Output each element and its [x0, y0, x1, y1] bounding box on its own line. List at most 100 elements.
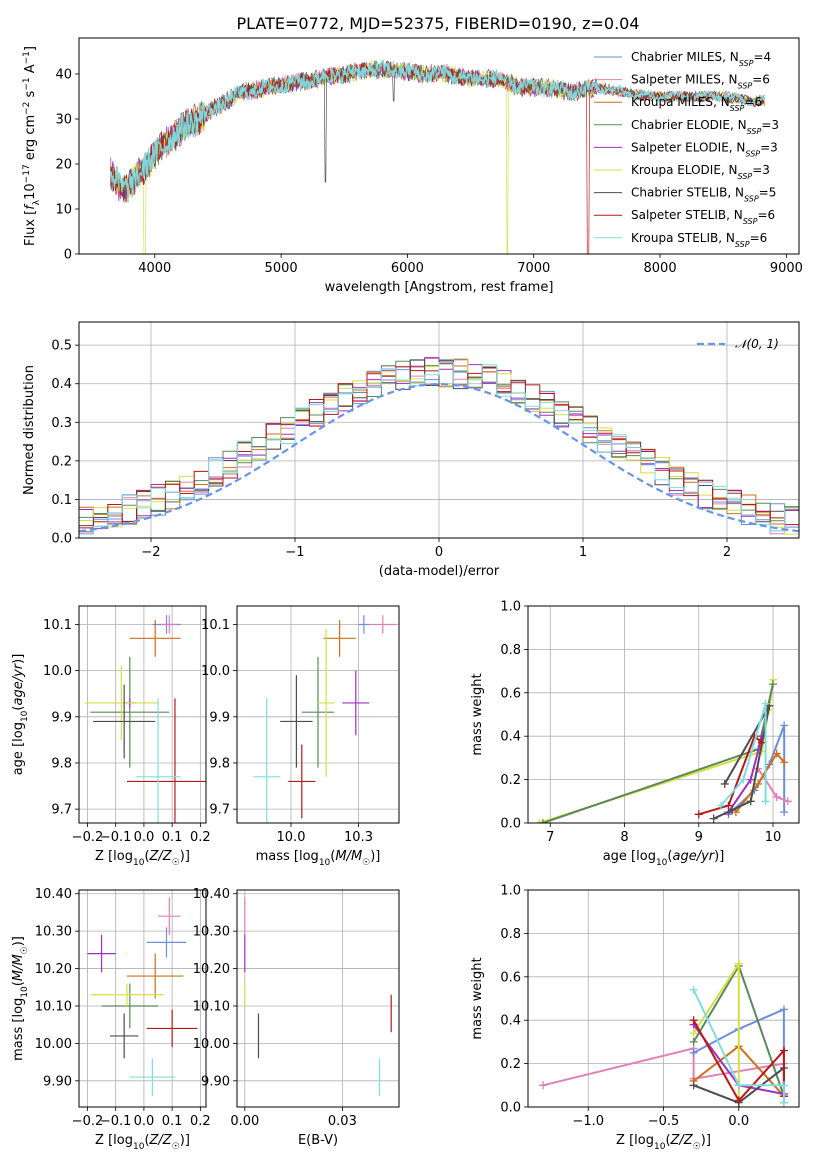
weight-point-marker: [761, 797, 770, 806]
weight-point-marker: [734, 959, 743, 968]
x-tick-label: 8: [620, 830, 628, 845]
weight-point-marker: [689, 1016, 698, 1025]
weight-series-line: [692, 1019, 785, 1103]
weight-point-marker: [779, 1081, 788, 1090]
x-tick-label: 0.2: [190, 1114, 211, 1129]
y-axis-label: mass weight: [470, 957, 485, 1039]
y-axis-label: Flux [fλ10−17 erg cm−2 s−1 A−1]: [22, 46, 42, 246]
weight-point-marker: [717, 801, 726, 810]
y-tick-label: 9.8: [51, 756, 72, 771]
plot-area-age-vs-metallicity: [84, 615, 206, 823]
x-tick-label: 2: [723, 545, 731, 560]
plot-area-age-vs-mass: [253, 615, 397, 823]
x-tick-label: 0.0: [728, 1114, 749, 1129]
weight-point-marker: [757, 738, 766, 747]
x-axis-label: age [log10(age/yr)]: [603, 849, 725, 868]
legend-model-name: Salpeter MILES: [631, 73, 721, 87]
legend-model-name: Kroupa ELODIE: [631, 163, 721, 177]
y-tick-label: 9.90: [201, 1074, 230, 1089]
y-tick-label: 9.90: [43, 1074, 72, 1089]
x-tick-label: 8000: [644, 261, 677, 276]
weight-point-marker: [689, 985, 698, 994]
legend-nssp-value: 3: [770, 140, 778, 154]
y-tick-label: 0.0: [500, 1101, 521, 1116]
y-tick-label: 10.30: [193, 925, 230, 940]
x-axis-label: wavelength [Angstrom, rest frame]: [325, 280, 554, 295]
spectrum-series-line: [110, 59, 765, 254]
y-tick-label: 9.8: [209, 756, 230, 771]
chart-age-vs-metallicity: −0.2−0.1 0.0 0.1 0.2 9.7 9.8 9.9 10.0 10.1 Z [log…: [11, 605, 211, 868]
weight-point-marker: [720, 779, 729, 788]
chart-residual-histogram: −2 −1 0 1 2 0.0 0.1 0.2 0.3 0.4 0.5 (data-model)/er…: [22, 321, 800, 579]
y-tick-label: 10.00: [35, 1037, 72, 1052]
chart-mass-weight-vs-metallicity: −1.0 −0.5 0.0 0.0 0.2 0.4 0.6 0.8 1.0 Z [log10(Z/…: [470, 884, 800, 1152]
y-tick-label: 0.3: [51, 416, 72, 431]
x-tick-label: 0.03: [328, 1114, 357, 1129]
y-tick-label: 10.0: [43, 664, 72, 679]
x-tick-label: 10.0: [277, 830, 306, 845]
weight-point-marker: [769, 680, 778, 689]
weight-point-marker: [724, 801, 733, 810]
weight-point-marker: [734, 1096, 743, 1105]
weight-point-marker: [754, 779, 763, 788]
y-tick-label: 10.1: [43, 618, 72, 633]
axes-frame: [78, 889, 207, 1108]
legend-model-name: Chabrier MILES: [631, 50, 722, 64]
y-tick-label: 1.0: [500, 600, 521, 615]
weight-point-marker: [779, 1046, 788, 1055]
weight-series-line: [692, 989, 785, 1103]
chart-mass-weight-vs-age: 7 8 9 10 0.0 0.2 0.4 0.6 0.8 1.0 age [log10(age/yr…: [470, 600, 800, 868]
legend-entry: Salpeter ELODIE, NSSP=3: [631, 140, 778, 158]
y-tick-label: 0.8: [500, 927, 521, 942]
weight-point-marker: [734, 1081, 743, 1090]
y-tick-label: 10.40: [193, 887, 230, 902]
spectrum-series-line: [110, 60, 765, 254]
y-tick-label: 0.6: [500, 686, 521, 701]
legend-model-name: Chabrier ELODIE: [631, 118, 730, 132]
x-tick-label: 4000: [138, 261, 171, 276]
weight-series-line: [720, 703, 767, 807]
y-tick-label: 9.9: [209, 710, 230, 725]
x-tick-label: −0.5: [648, 1114, 680, 1129]
x-tick-label: 9000: [770, 261, 803, 276]
legend-nssp-value: 6: [754, 95, 762, 109]
x-tick-label: 0: [435, 545, 443, 560]
x-axis-label: Z [log10(Z/Z☉)]: [616, 1133, 711, 1152]
y-axis-label: mass [log10(M/M☉)]: [11, 936, 30, 1061]
legend-entry: Kroupa MILES, NSSP=6: [631, 95, 762, 113]
weight-point-marker: [783, 797, 792, 806]
legend-model-name: Kroupa STELIB: [631, 231, 718, 245]
axes-frame: [78, 605, 207, 824]
legend-nssp-value: 3: [762, 163, 770, 177]
y-tick-label: 9.7: [209, 803, 230, 818]
weight-point-marker: [739, 775, 748, 784]
legend-entry: Kroupa STELIB, NSSP=6: [631, 231, 767, 249]
legend-entry: Chabrier ELODIE, NSSP=3: [631, 118, 779, 136]
y-tick-label: 10.20: [193, 962, 230, 977]
axes-frame: [527, 889, 800, 1108]
weight-point-marker: [538, 819, 547, 823]
chart-mass-vs-metallicity: −0.2−0.1 0.0 0.1 0.2 9.90 10.00 10.10 10.20 10.3…: [11, 887, 211, 1152]
chart-spectrum: 4000 5000 6000 7000 8000 9000 0 10 20 30 40 wavelen…: [22, 37, 803, 295]
y-tick-label: 0.5: [51, 339, 72, 354]
x-tick-label: 9: [695, 830, 703, 845]
y-tick-label: 1.0: [500, 884, 521, 899]
x-tick-label: 10: [765, 830, 782, 845]
y-tick-label: 0.4: [51, 377, 72, 392]
legend-entry: Chabrier STELIB, NSSP=5: [631, 186, 776, 204]
legend-nssp-value: 6: [762, 73, 770, 87]
weight-point-marker: [746, 775, 755, 784]
y-tick-label: 10.0: [201, 664, 230, 679]
y-tick-label: 0.2: [51, 454, 72, 469]
weight-point-marker: [694, 810, 703, 819]
axes-frame: [78, 321, 800, 539]
figure-title: PLATE=0772, MJD=52375, FIBERID=0190, z=0…: [236, 14, 639, 33]
histogram-series-step: [79, 362, 799, 535]
y-tick-label: 0.1: [51, 493, 72, 508]
x-tick-label: 0.2: [190, 830, 211, 845]
legend-entry: Kroupa ELODIE, NSSP=3: [631, 163, 770, 181]
legend-model-name: Kroupa MILES: [631, 95, 713, 109]
x-tick-label: −0.1: [100, 830, 132, 845]
plot-area-mass-vs-extinction: [244, 897, 392, 1096]
x-tick-label: 0.0: [134, 830, 155, 845]
